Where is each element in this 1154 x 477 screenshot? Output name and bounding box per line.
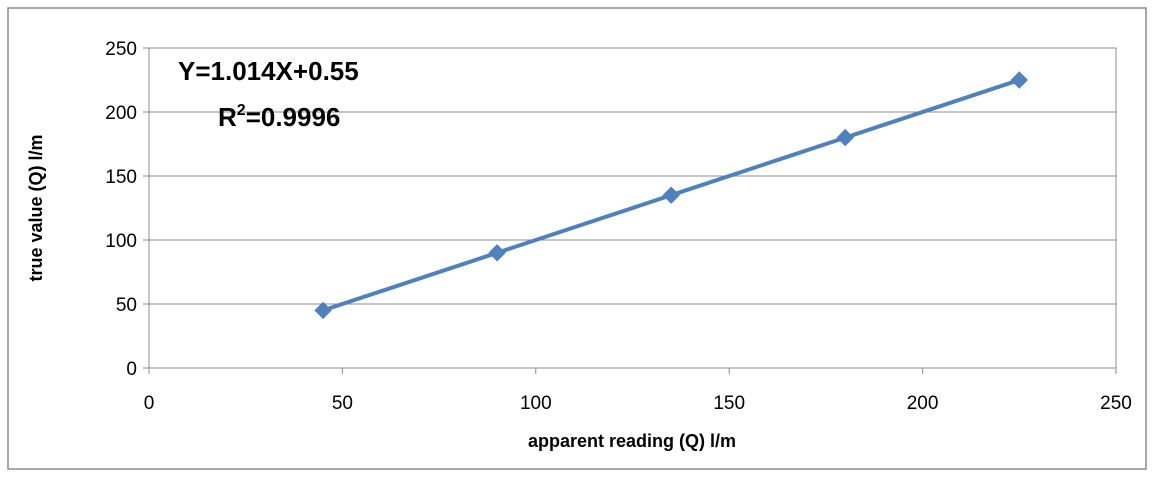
y-tick-label: 0: [126, 359, 137, 380]
data-point-marker: [836, 128, 854, 147]
data-point-marker: [1010, 71, 1029, 89]
x-tick-label: 50: [332, 393, 353, 414]
r-squared-exponent: 2: [237, 102, 246, 119]
data-point-marker: [314, 301, 332, 320]
x-axis-title: apparent reading (Q) l/m: [528, 431, 736, 451]
y-tick-labels: 0 50 100 150 200 250: [105, 39, 137, 380]
y-tick-label: 150: [105, 167, 137, 188]
regression-equation: Y=1.014X+0.55: [178, 56, 359, 86]
series-group: [314, 71, 1029, 320]
y-tick-label: 250: [105, 39, 137, 60]
x-tick-label: 100: [520, 393, 552, 414]
data-point-marker: [662, 186, 680, 204]
data-point-marker: [488, 244, 506, 262]
x-tick-labels: 0 50 100 150 200 250: [144, 393, 1132, 414]
r-squared-value: =0.9996: [246, 102, 341, 132]
r-squared-label: R2=0.9996: [218, 102, 340, 132]
y-axis-title: true value (Q) l/m: [26, 134, 46, 281]
x-tick-label: 0: [144, 393, 155, 414]
r-squared-prefix: R: [218, 102, 237, 132]
y-tick-label: 200: [105, 103, 137, 124]
y-tick-label: 100: [105, 231, 137, 252]
x-tick-label: 200: [907, 393, 939, 414]
gridlines: [149, 47, 1116, 305]
axes: [143, 47, 1117, 374]
y-tick-label: 50: [116, 295, 137, 316]
x-tick-label: 150: [713, 393, 745, 414]
x-tick-label: 250: [1100, 393, 1132, 414]
